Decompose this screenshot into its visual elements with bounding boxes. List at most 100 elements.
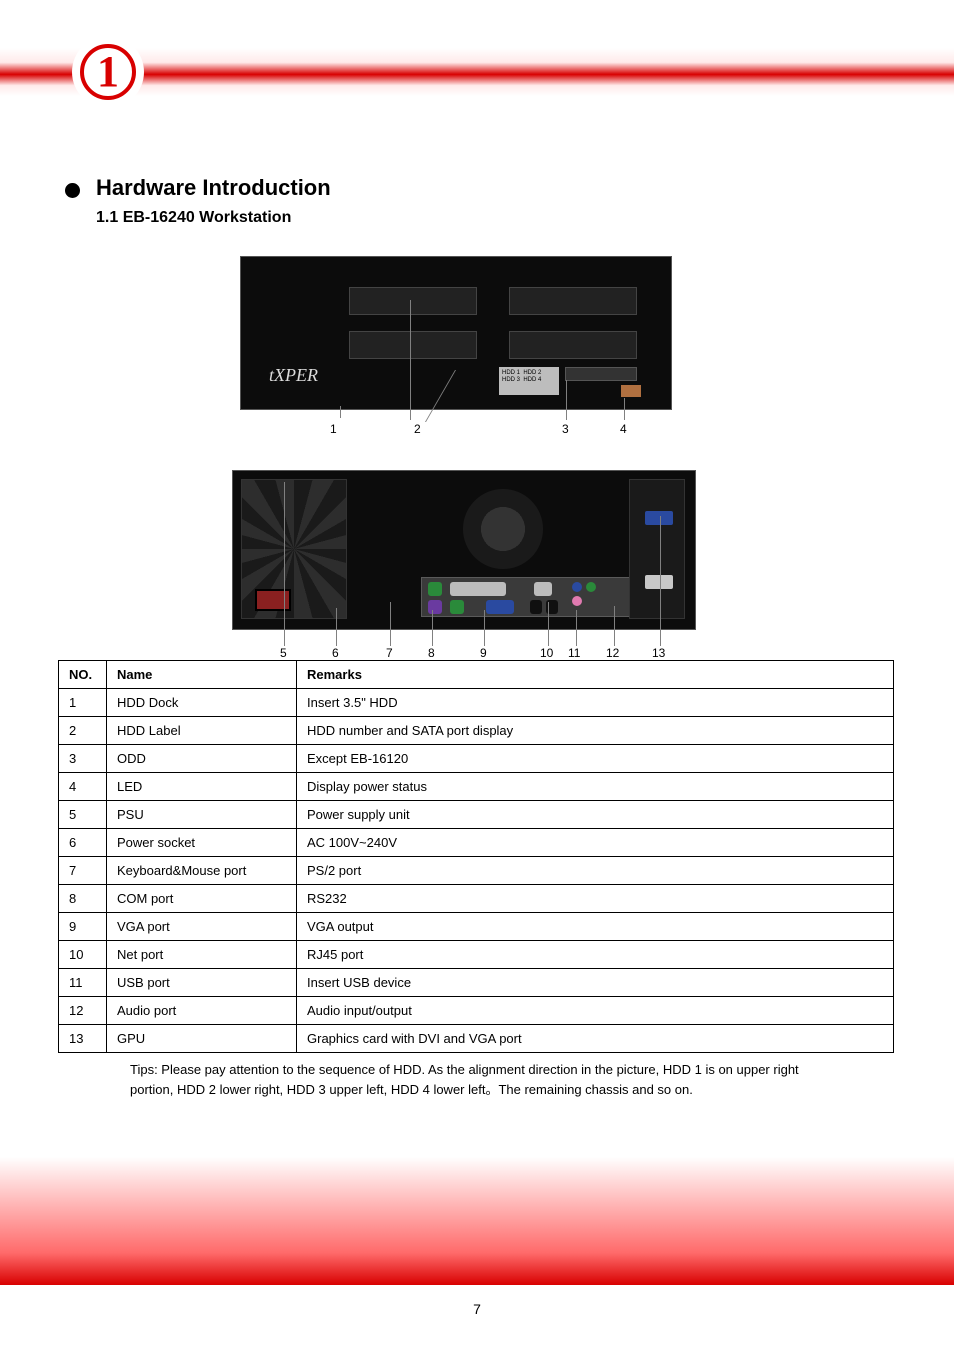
table-cell: Net port bbox=[107, 941, 297, 969]
rear-panel-photo bbox=[232, 470, 696, 630]
net-port bbox=[534, 582, 552, 596]
table-cell: Except EB-16120 bbox=[297, 745, 894, 773]
table-cell: Graphics card with DVI and VGA port bbox=[297, 1025, 894, 1053]
audio-jack bbox=[572, 596, 582, 606]
table-cell: 6 bbox=[59, 829, 107, 857]
chassis-logo: tXPER bbox=[269, 365, 318, 386]
table-row: 2HDD LabelHDD number and SATA port displ… bbox=[59, 717, 894, 745]
callout-no-audio: 12 bbox=[606, 646, 619, 660]
hdd-label-sticker: HDD 1 HDD 2HDD 3 HDD 4 bbox=[499, 367, 559, 395]
gpu-bracket bbox=[629, 479, 685, 619]
col-header-name: Name bbox=[107, 661, 297, 689]
section-heading: Hardware Introduction bbox=[96, 175, 331, 201]
page-number: 7 bbox=[0, 1301, 954, 1317]
table-cell: 4 bbox=[59, 773, 107, 801]
power-led bbox=[621, 385, 641, 397]
table-cell: Keyboard&Mouse port bbox=[107, 857, 297, 885]
bottom-gradient-bar bbox=[0, 1125, 954, 1285]
table-cell: 5 bbox=[59, 801, 107, 829]
table-cell: 11 bbox=[59, 969, 107, 997]
callout-lead bbox=[548, 602, 549, 646]
table-cell: Display power status bbox=[297, 773, 894, 801]
hdd-bay-3 bbox=[349, 287, 477, 315]
callout-lead bbox=[336, 608, 337, 646]
callout-lead bbox=[484, 610, 485, 646]
table-cell: PS/2 port bbox=[297, 857, 894, 885]
table-row: 7Keyboard&Mouse portPS/2 port bbox=[59, 857, 894, 885]
table-cell: VGA output bbox=[297, 913, 894, 941]
chapter-number: 1 bbox=[97, 50, 119, 94]
tips-paragraph: Tips: Please pay attention to the sequen… bbox=[130, 1060, 820, 1100]
callout-no-net: 10 bbox=[540, 646, 553, 660]
callout-lead bbox=[660, 516, 661, 646]
hdd-bay-1 bbox=[509, 287, 637, 315]
table-cell: AC 100V~240V bbox=[297, 829, 894, 857]
table-cell: USB port bbox=[107, 969, 297, 997]
table-cell: VGA port bbox=[107, 913, 297, 941]
table-cell: 12 bbox=[59, 997, 107, 1025]
callout-lead bbox=[432, 610, 433, 646]
callout-no-pwr: 6 bbox=[332, 646, 339, 660]
vga-port-onboard bbox=[486, 600, 514, 614]
table-row: 10Net portRJ45 port bbox=[59, 941, 894, 969]
table-cell: 10 bbox=[59, 941, 107, 969]
table-row: 5PSUPower supply unit bbox=[59, 801, 894, 829]
callout-no-psu: 5 bbox=[280, 646, 287, 660]
com-port bbox=[450, 600, 464, 614]
gpu-vga-port bbox=[645, 511, 673, 525]
table-cell: HDD Label bbox=[107, 717, 297, 745]
callout-lead bbox=[624, 398, 625, 420]
case-fan bbox=[463, 489, 543, 569]
table-cell: Audio port bbox=[107, 997, 297, 1025]
parallel-port bbox=[450, 582, 506, 596]
power-socket bbox=[255, 589, 291, 611]
table-cell: Power supply unit bbox=[297, 801, 894, 829]
io-shield bbox=[421, 577, 641, 617]
callout-no-com: 8 bbox=[428, 646, 435, 660]
table-cell: 1 bbox=[59, 689, 107, 717]
table-cell: Power socket bbox=[107, 829, 297, 857]
table-cell: Audio input/output bbox=[297, 997, 894, 1025]
chapter-badge: 1 bbox=[72, 36, 144, 108]
callout-no-vga: 9 bbox=[480, 646, 487, 660]
table-row: 13GPUGraphics card with DVI and VGA port bbox=[59, 1025, 894, 1053]
spec-table: NO. Name Remarks 1HDD DockInsert 3.5" HD… bbox=[58, 660, 894, 1053]
callout-no-usb: 11 bbox=[568, 646, 580, 660]
col-header-no: NO. bbox=[59, 661, 107, 689]
callout-no-gpu: 13 bbox=[652, 646, 665, 660]
callout-lead bbox=[614, 606, 615, 646]
callout-lead bbox=[390, 602, 391, 646]
table-cell: 9 bbox=[59, 913, 107, 941]
usb-port bbox=[530, 600, 542, 614]
col-header-remarks: Remarks bbox=[297, 661, 894, 689]
table-row: 1HDD DockInsert 3.5" HDD bbox=[59, 689, 894, 717]
front-panel-photo: tXPER HDD 1 HDD 2HDD 3 HDD 4 bbox=[240, 256, 672, 410]
table-row: 3ODDExcept EB-16120 bbox=[59, 745, 894, 773]
table-row: 11USB portInsert USB device bbox=[59, 969, 894, 997]
callout-no-kbms: 7 bbox=[386, 646, 393, 660]
ps2-port bbox=[428, 582, 442, 596]
hdd-bay-2 bbox=[509, 331, 637, 359]
table-header-row: NO. Name Remarks bbox=[59, 661, 894, 689]
table-cell: Insert USB device bbox=[297, 969, 894, 997]
table-row: 4LEDDisplay power status bbox=[59, 773, 894, 801]
callout-lead bbox=[340, 406, 341, 418]
callout-lead bbox=[576, 610, 577, 646]
table-cell: COM port bbox=[107, 885, 297, 913]
table-cell: PSU bbox=[107, 801, 297, 829]
table-cell: 13 bbox=[59, 1025, 107, 1053]
table-cell: RJ45 port bbox=[297, 941, 894, 969]
table-cell: 8 bbox=[59, 885, 107, 913]
table-row: 12Audio portAudio input/output bbox=[59, 997, 894, 1025]
callout-no-led: 4 bbox=[620, 422, 627, 436]
chapter-badge-ring: 1 bbox=[80, 44, 136, 100]
table-cell: GPU bbox=[107, 1025, 297, 1053]
heading-bullet bbox=[65, 183, 80, 198]
table-cell: ODD bbox=[107, 745, 297, 773]
table-cell: LED bbox=[107, 773, 297, 801]
table-cell: Insert 3.5" HDD bbox=[297, 689, 894, 717]
table-cell: 3 bbox=[59, 745, 107, 773]
table-row: 6Power socketAC 100V~240V bbox=[59, 829, 894, 857]
section-subheading: 1.1 EB-16240 Workstation bbox=[96, 209, 291, 227]
audio-jack bbox=[586, 582, 596, 592]
